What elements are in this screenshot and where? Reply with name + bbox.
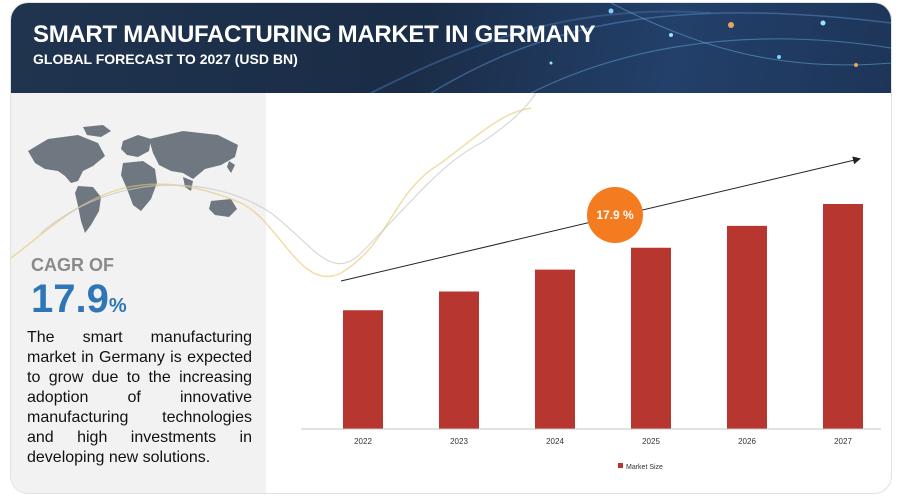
market-description: The smart manufacturing market in German… <box>27 329 252 466</box>
market-size-chart: 2022 2023 2024 2025 2026 2027 17.9 % Market S… <box>301 156 881 471</box>
header-banner: SMART MANUFACTURING MARKET IN GERMANY GL… <box>11 3 891 93</box>
legend-label: Market Size <box>626 464 663 471</box>
banner-light-trails <box>370 3 891 93</box>
cagr-number: 17.9 <box>31 277 109 321</box>
world-map-icon <box>28 125 238 233</box>
x-tick-label-2025: 2025 <box>642 437 660 446</box>
bar-group <box>343 204 863 429</box>
bar-2024 <box>535 269 575 429</box>
x-tick-label-2023: 2023 <box>450 437 468 446</box>
x-tick-label-2022: 2022 <box>354 437 372 446</box>
bar-2027 <box>823 204 863 429</box>
cagr-value: 17.9% <box>31 277 127 322</box>
cagr-unit: % <box>108 295 127 317</box>
x-tick-label-2026: 2026 <box>738 437 756 446</box>
bar-2023 <box>439 291 479 429</box>
cagr-label: CAGR OF <box>31 255 114 275</box>
x-tick-label-2024: 2024 <box>546 437 564 446</box>
x-tick-labels: 2022 2023 2024 2025 2026 2027 <box>354 437 852 446</box>
summary-panel: CAGR OF 17.9% The smart manufacturing ma… <box>11 93 266 493</box>
bar-2025 <box>631 247 671 429</box>
bar-2026 <box>727 225 767 429</box>
infographic-frame: SMART MANUFACTURING MARKET IN GERMANY GL… <box>10 2 892 494</box>
bar-2022 <box>343 310 383 429</box>
cagr-badge <box>587 187 643 243</box>
page-title: SMART MANUFACTURING MARKET IN GERMANY <box>33 21 596 48</box>
cagr-badge-label: 17.9 % <box>596 208 634 222</box>
legend-swatch <box>618 463 623 468</box>
x-tick-label-2027: 2027 <box>834 437 852 446</box>
page-subtitle: GLOBAL FORECAST TO 2027 (USD BN) <box>33 51 298 67</box>
